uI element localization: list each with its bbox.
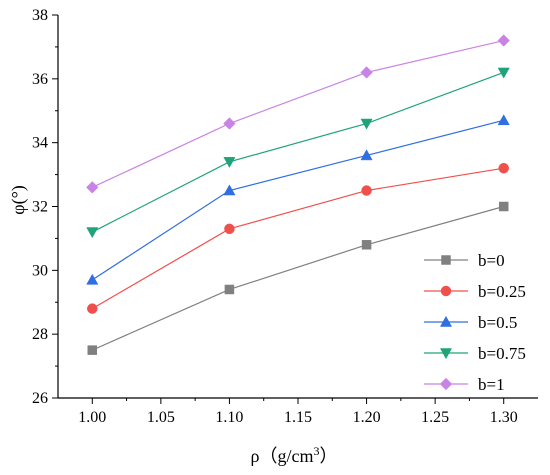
x-tick-label: 1.15: [284, 409, 312, 426]
legend-marker: [441, 255, 451, 265]
legend: b=0 b=0.25 b=0.5 b=0.75 b=1: [424, 251, 526, 394]
x-axis-label-superscript: 3: [313, 444, 319, 458]
data-point: [224, 284, 235, 295]
legend-item: b=1: [424, 375, 505, 394]
x-axis-ticks: 1.00 1.05 1.10 1.15 1.20 1.25 1.30: [78, 398, 518, 426]
data-point: [497, 67, 510, 79]
data-point: [360, 149, 373, 161]
series-b=0.75: [86, 67, 510, 239]
legend-item: b=0.25: [424, 282, 526, 301]
legend-item: b=0.5: [424, 313, 517, 332]
series-line: [92, 205, 504, 351]
series-b=0.25: [87, 162, 509, 314]
data-point: [223, 117, 236, 130]
legend-marker: [439, 377, 453, 391]
y-tick-label: 26: [32, 390, 48, 407]
legend-item: b=0: [424, 251, 505, 270]
y-tick-label: 34: [32, 135, 48, 152]
series-b=1: [86, 34, 510, 194]
series-line: [91, 119, 504, 281]
legend-label: b=0.75: [478, 344, 526, 363]
y-tick-label: 36: [32, 71, 48, 88]
y-tick-label: 32: [32, 199, 48, 216]
data-point: [87, 303, 98, 314]
legend-label: b=0.5: [478, 313, 517, 332]
data-point: [498, 162, 509, 174]
legend-item: b=0.75: [424, 344, 526, 363]
series-line: [92, 71, 504, 233]
x-axis-label-main: ρ（g/cm: [251, 446, 314, 466]
y-tick-label: 30: [32, 262, 48, 279]
series-b=0.5: [86, 114, 510, 285]
legend-marker: [439, 315, 453, 327]
series-b=0: [87, 201, 509, 355]
series-line: [91, 167, 504, 310]
series-group: [86, 34, 510, 355]
x-axis-label-end: ）: [319, 446, 337, 466]
x-tick-label: 1.00: [78, 409, 106, 426]
data-point: [223, 184, 236, 196]
data-point: [87, 345, 98, 355]
data-point: [224, 223, 235, 235]
legend-label: b=1: [478, 375, 505, 394]
data-point: [86, 181, 99, 194]
data-point: [360, 66, 373, 79]
y-axis-label: φ(°): [8, 185, 29, 215]
data-point: [497, 34, 510, 47]
x-tick-label: 1.25: [421, 409, 449, 426]
x-tick-label: 1.05: [147, 409, 175, 426]
data-point: [361, 240, 372, 250]
x-tick-label: 1.10: [215, 409, 243, 426]
x-tick-label: 1.20: [353, 409, 381, 426]
data-point: [86, 273, 99, 285]
legend-label: b=0.25: [478, 282, 526, 301]
y-tick-label: 38: [32, 7, 48, 24]
axes: [57, 15, 538, 399]
data-point: [498, 201, 509, 212]
legend-marker: [440, 285, 452, 297]
series-line: [92, 39, 504, 188]
legend-label: b=0: [478, 251, 505, 270]
x-axis-label: ρ（g/cm3）: [251, 444, 338, 466]
y-tick-label: 28: [32, 326, 48, 343]
data-point: [360, 118, 373, 130]
data-point: [361, 185, 372, 196]
data-point: [86, 227, 99, 239]
legend-marker: [439, 348, 453, 360]
y-axis-ticks: 26 28 30 32 34 36 38: [32, 7, 58, 407]
data-point: [223, 157, 236, 168]
data-point: [497, 114, 510, 126]
x-tick-label: 1.30: [490, 409, 518, 426]
